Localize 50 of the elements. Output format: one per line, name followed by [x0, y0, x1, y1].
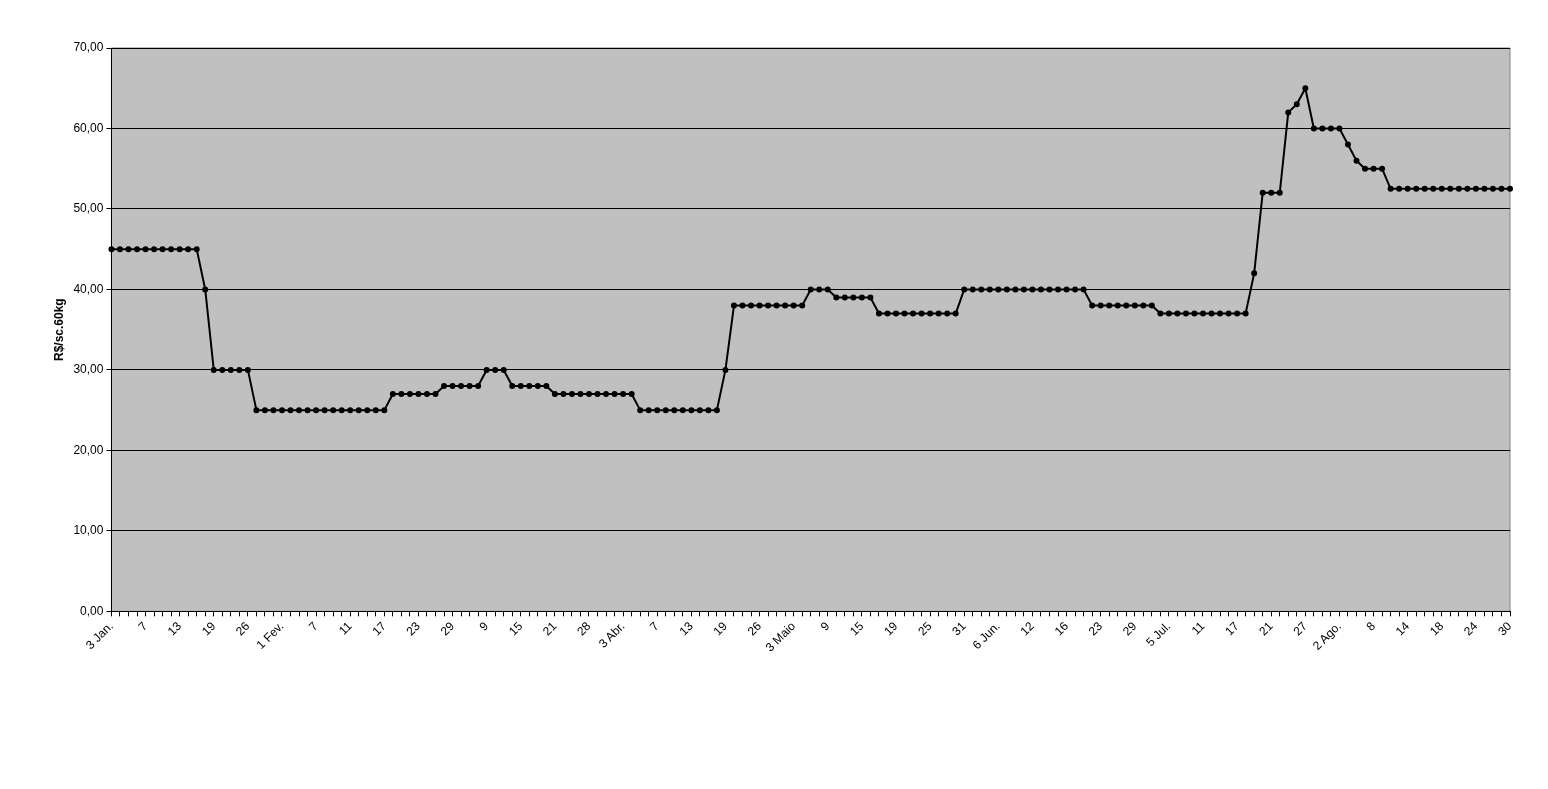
x-tick-label: 19 [710, 618, 731, 639]
x-tick-label: 13 [676, 618, 697, 639]
x-tick-label: 7 [305, 618, 321, 634]
x-tick-label: 7 [647, 618, 662, 634]
x-tick-label: 21 [1256, 618, 1276, 639]
x-tick-label: 29 [437, 618, 458, 639]
x-tick-label: 30 [1495, 618, 1515, 639]
x-tick-label: 14 [1392, 618, 1413, 639]
x-tick-label: 21 [540, 618, 560, 639]
x-tick-label: 24 [1461, 618, 1481, 639]
x-tick-label: 11 [335, 618, 355, 638]
x-tick-label: 3 Jan. [82, 619, 116, 653]
y-tick-label: 30,00 [73, 362, 104, 377]
x-tick-label: 5 Jul. [1143, 619, 1174, 650]
x-tick-label: 8 [1363, 618, 1379, 634]
y-tick-label: 60,00 [73, 120, 104, 135]
x-tick-label: 12 [1017, 618, 1038, 639]
x-tick-label: 15 [847, 618, 867, 639]
x-tick-label: 17 [1222, 618, 1242, 639]
x-tick-label: 31 [949, 618, 969, 639]
x-tick-label: 15 [505, 618, 526, 639]
x-tick-label: 6 Jun. [969, 619, 1003, 653]
x-tick-label: 9 [476, 618, 492, 634]
y-tick-label: 50,00 [73, 201, 104, 216]
y-tick-label: 40,00 [73, 281, 104, 296]
x-tick-label: 16 [1051, 618, 1072, 639]
x-tick-label: 26 [744, 618, 765, 639]
x-tick-label: 19 [881, 618, 901, 639]
x-tick-label: 29 [1119, 618, 1140, 639]
x-tick-label: 11 [1188, 618, 1208, 638]
y-tick-label: 10,00 [73, 523, 104, 538]
x-tick-label: 23 [1085, 618, 1106, 639]
x-tick-label: 25 [915, 618, 935, 639]
x-tick-label: 1 Fev. [253, 619, 287, 652]
x-tick-label: 18 [1426, 618, 1447, 639]
x-tick-label: 2 Ago. [1309, 619, 1344, 653]
x-tick-label: 7 [135, 618, 151, 634]
y-axis-title: R$/sc.60kg [51, 298, 66, 362]
x-tick-label: 17 [369, 618, 390, 639]
x-tick-label: 28 [574, 618, 594, 639]
x-tick-label: 9 [817, 618, 833, 634]
x-tick-label: 23 [403, 618, 424, 639]
y-tick-label: 0,00 [80, 603, 104, 618]
x-tick-label: 3 Abr. [595, 619, 628, 651]
x-tick-label: 13 [164, 618, 185, 639]
x-tick-label: 26 [232, 618, 253, 639]
y-tick-label: 70,00 [73, 40, 104, 55]
y-tick-label: 20,00 [73, 442, 104, 457]
x-tick-label: 19 [198, 618, 219, 639]
x-tick-label: 27 [1290, 618, 1311, 639]
